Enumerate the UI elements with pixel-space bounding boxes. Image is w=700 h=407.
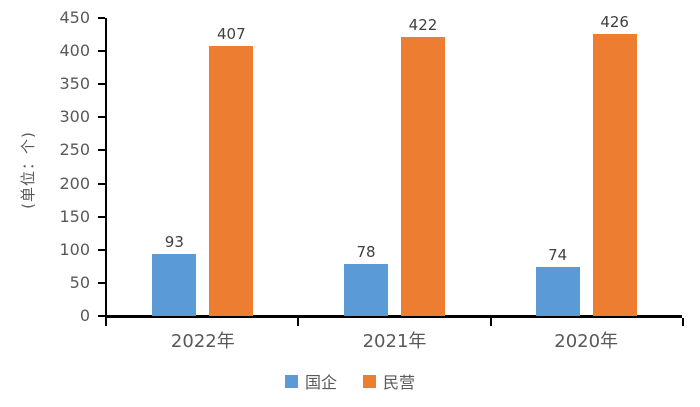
legend: 国企 民营 [0, 369, 700, 393]
y-tick-mark [98, 315, 105, 317]
legend-swatch-icon [363, 374, 376, 388]
y-tick-label: 250 [59, 140, 90, 160]
y-tick-mark [98, 215, 105, 218]
y-tick-label: 100 [59, 239, 90, 259]
bar-s1-c0 [209, 46, 254, 316]
y-tick-label: 450 [59, 8, 90, 27]
bar-value-label: 78 [356, 243, 376, 262]
legend-item-s1: 民营 [363, 369, 415, 393]
y-tick-mark [98, 17, 105, 19]
y-tick-mark [98, 149, 105, 152]
x-category-label: 2022年 [170, 331, 235, 352]
y-tick-mark [98, 281, 105, 284]
bar-value-label: 93 [164, 233, 184, 252]
y-axis-line [105, 18, 107, 324]
x-tick-mark [682, 318, 684, 326]
bar-s1-c1 [401, 36, 445, 316]
x-tick-mark [297, 318, 300, 326]
bar-value-label: 407 [217, 25, 246, 44]
y-tick-label: 0 [79, 306, 90, 325]
legend-swatch-icon [284, 374, 298, 388]
y-tick-mark [98, 182, 105, 185]
bar-s0-c1 [344, 264, 388, 316]
x-axis-line [105, 315, 682, 318]
y-tick-mark [98, 116, 105, 119]
legend-label: 国企 [304, 373, 337, 392]
legend-label: 民营 [383, 373, 416, 392]
y-tick-label: 200 [59, 173, 90, 193]
y-tick-mark [98, 50, 105, 53]
bar-value-label: 422 [408, 15, 438, 34]
x-category-label: 2020年 [554, 331, 619, 352]
bar-s0-c2 [535, 266, 580, 316]
x-tick-mark [105, 318, 107, 326]
y-tick-mark [98, 248, 105, 251]
y-tick-label: 400 [59, 41, 90, 61]
bar-s1-c2 [592, 33, 637, 316]
y-tick-label: 300 [59, 107, 90, 127]
y-tick-label: 150 [59, 206, 90, 226]
y-tick-mark [98, 83, 105, 86]
y-tick-label: 350 [59, 74, 90, 94]
bar-value-label: 74 [548, 245, 568, 264]
bar-s0-c0 [152, 254, 197, 316]
legend-item-s0: 国企 [284, 369, 337, 393]
bar-value-label: 426 [600, 12, 629, 31]
x-tick-mark [489, 318, 492, 326]
x-category-label: 2021年 [362, 331, 427, 352]
y-tick-label: 50 [69, 272, 90, 292]
